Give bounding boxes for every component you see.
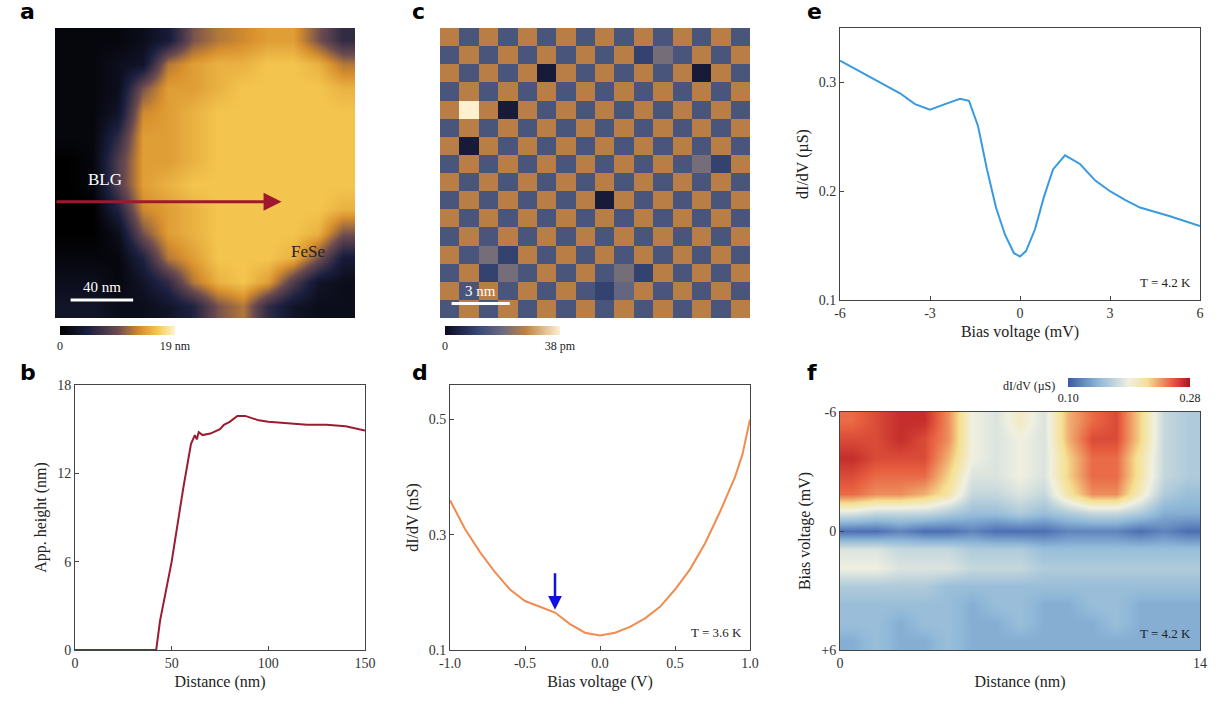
svg-text:App. height (nm): App. height (nm)	[32, 462, 50, 573]
svg-text:T = 3.6 K: T = 3.6 K	[691, 625, 742, 640]
svg-text:FeSe: FeSe	[291, 242, 325, 261]
svg-text:Bias voltage (V): Bias voltage (V)	[547, 673, 653, 691]
svg-text:f: f	[807, 360, 817, 385]
svg-text:38 pm: 38 pm	[545, 339, 576, 353]
svg-text:19 nm: 19 nm	[160, 339, 191, 353]
svg-text:-0.5: -0.5	[514, 656, 536, 671]
svg-text:1.0: 1.0	[741, 656, 759, 671]
svg-text:6: 6	[64, 555, 71, 570]
svg-text:BLG: BLG	[88, 170, 122, 189]
svg-text:a: a	[20, 0, 35, 24]
svg-text:0.0: 0.0	[591, 656, 609, 671]
svg-text:14: 14	[1193, 656, 1207, 671]
svg-text:-6: -6	[834, 306, 846, 321]
svg-text:12: 12	[57, 466, 71, 481]
svg-text:50: 50	[165, 656, 179, 671]
svg-text:3: 3	[1107, 306, 1114, 321]
svg-text:40 nm: 40 nm	[83, 279, 121, 295]
svg-text:dI/dV (µS): dI/dV (µS)	[1003, 379, 1055, 393]
svg-text:dI/dV (µS): dI/dV (µS)	[794, 129, 812, 199]
svg-text:0.1: 0.1	[819, 293, 837, 308]
svg-text:T = 4.2 K: T = 4.2 K	[1140, 275, 1191, 290]
svg-text:+6: +6	[821, 643, 836, 658]
svg-text:-1.0: -1.0	[439, 656, 461, 671]
svg-text:-3: -3	[924, 306, 936, 321]
svg-text:18: 18	[57, 378, 71, 393]
svg-text:0.10: 0.10	[1058, 391, 1079, 405]
svg-text:Distance (nm): Distance (nm)	[174, 673, 265, 691]
svg-text:-6: -6	[825, 405, 837, 420]
svg-text:0: 0	[72, 656, 79, 671]
svg-text:0.28: 0.28	[1180, 391, 1201, 405]
svg-text:0: 0	[829, 524, 836, 539]
svg-text:d: d	[412, 360, 428, 385]
svg-text:0.1: 0.1	[429, 643, 447, 658]
svg-text:T = 4.2 K: T = 4.2 K	[1140, 626, 1191, 641]
svg-text:Bias voltage (mV): Bias voltage (mV)	[961, 323, 1079, 341]
svg-text:0.5: 0.5	[429, 412, 447, 427]
svg-text:Bias voltage (mV): Bias voltage (mV)	[796, 472, 814, 590]
svg-text:150: 150	[355, 656, 376, 671]
svg-text:100: 100	[258, 656, 279, 671]
svg-text:Distance (nm): Distance (nm)	[974, 673, 1065, 691]
svg-text:0: 0	[837, 656, 844, 671]
svg-text:b: b	[20, 360, 36, 385]
svg-text:0.3: 0.3	[429, 528, 447, 543]
svg-text:3 nm: 3 nm	[465, 283, 496, 299]
svg-text:0: 0	[1017, 306, 1024, 321]
svg-text:dI/dV (nS): dI/dV (nS)	[404, 483, 422, 552]
svg-text:0.5: 0.5	[666, 656, 684, 671]
svg-text:0.2: 0.2	[819, 184, 837, 199]
svg-text:c: c	[412, 0, 425, 24]
svg-text:0: 0	[64, 643, 71, 658]
svg-text:e: e	[807, 0, 822, 24]
svg-text:0.3: 0.3	[819, 75, 837, 90]
svg-text:0: 0	[57, 339, 63, 353]
svg-text:0: 0	[442, 339, 448, 353]
svg-text:6: 6	[1197, 306, 1204, 321]
